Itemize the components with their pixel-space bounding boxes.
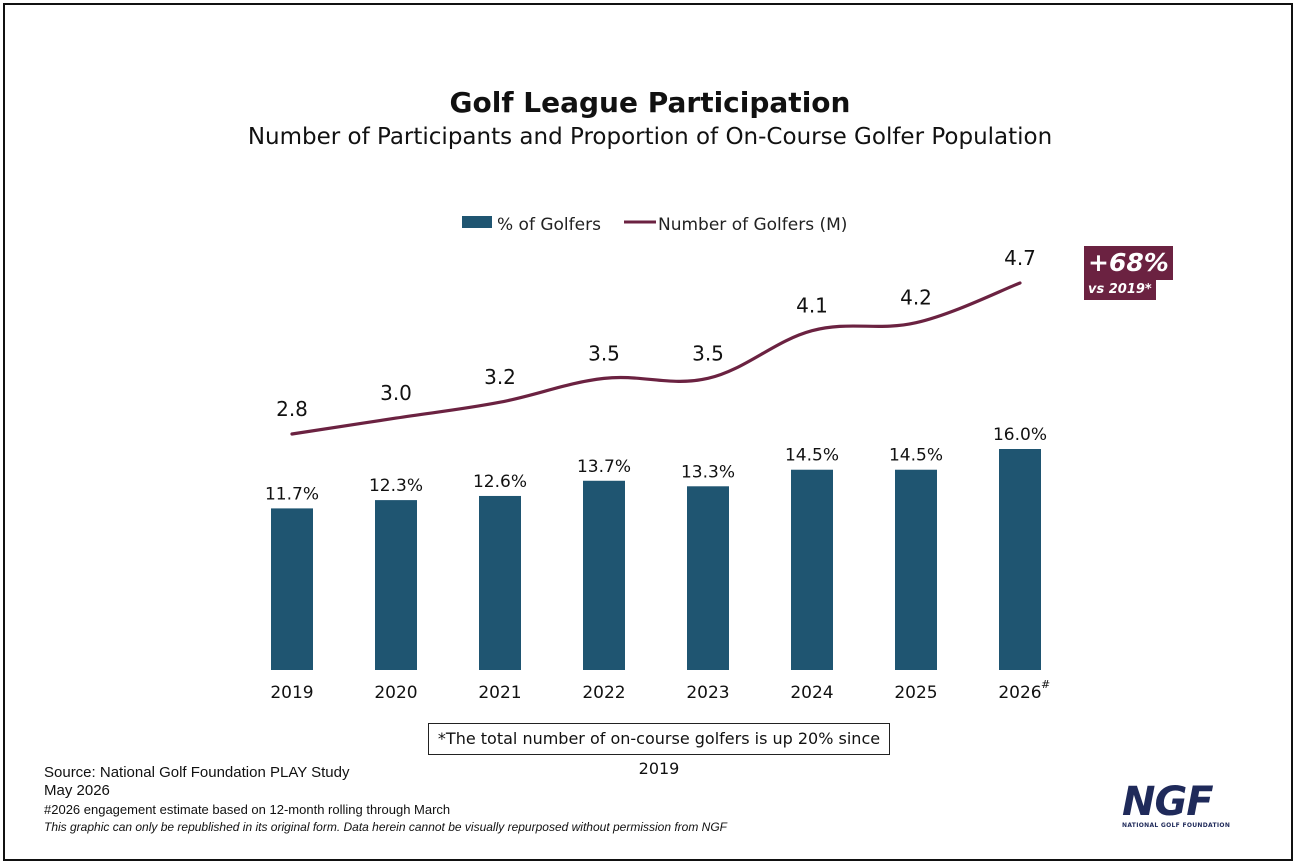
bar-label-2025: 14.5%	[889, 446, 943, 466]
bar-2023	[687, 486, 729, 670]
bar-2020	[375, 500, 417, 670]
line-label-2023: 3.5	[692, 341, 724, 365]
bar-label-2019: 11.7%	[265, 484, 319, 504]
x-tick-2025: 2025	[894, 683, 937, 703]
line-labels: 2.8 3.0 3.2 3.5 3.5 4.1 4.2 4.7	[276, 246, 1036, 421]
logo-wordmark: NGF	[1122, 779, 1214, 825]
line-label-2020: 3.0	[380, 381, 412, 405]
x-tick-footnote-marker: #	[1041, 678, 1050, 691]
chart-subtitle: Number of Participants and Proportion of…	[247, 124, 1053, 150]
source-footnote: #2026 engagement estimate based on 12-mo…	[44, 802, 451, 817]
x-tick-2022: 2022	[582, 683, 625, 703]
line-series	[290, 281, 1022, 436]
callout-percent: +68%	[1084, 246, 1173, 280]
bar-labels: 11.7% 12.3% 12.6% 13.7% 13.3% 14.5% 14.5% 16.0%	[265, 425, 1047, 504]
source-date: May 2026	[44, 782, 110, 799]
line-label-2025: 4.2	[900, 286, 932, 310]
x-tick-2021: 2021	[478, 683, 521, 703]
line-label-2024: 4.1	[796, 294, 828, 318]
x-axis-ticks: 2019 2020 2021 2022 2023 2024 2025 2026 #	[270, 678, 1050, 703]
growth-callout: +68% vs 2019*	[1084, 246, 1173, 300]
bar-2025	[895, 469, 937, 670]
source-line: Source: National Golf Foundation PLAY St…	[44, 764, 350, 781]
chart-title: Golf League Participation	[449, 86, 851, 119]
footnote-box: *The total number of on-course golfers i…	[428, 723, 890, 778]
line-label-2026: 4.7	[1004, 246, 1036, 270]
ngf-logo: NGF NATIONAL GOLF FOUNDATION	[1122, 779, 1231, 832]
source-disclaimer: This graphic can only be republished in …	[44, 820, 727, 834]
bar-label-2021: 12.6%	[473, 472, 527, 492]
x-tick-2019: 2019	[270, 683, 313, 703]
bar-2022	[583, 480, 625, 670]
legend-swatch-bar	[462, 216, 492, 228]
line-label-2022: 3.5	[588, 341, 620, 365]
legend-label-bar: % of Golfers	[497, 215, 601, 235]
logo-subtitle: NATIONAL GOLF FOUNDATION	[1122, 822, 1231, 829]
line-label-2021: 3.2	[484, 365, 516, 389]
bar-label-2022: 13.7%	[577, 457, 631, 477]
x-tick-2023: 2023	[686, 683, 729, 703]
legend-label-line: Number of Golfers (M)	[658, 215, 847, 235]
bar-label-2024: 14.5%	[785, 446, 839, 466]
bar-2021	[479, 495, 521, 670]
chart-frame	[3, 3, 1293, 861]
x-tick-2020: 2020	[374, 683, 417, 703]
bar-series	[271, 449, 1041, 670]
bar-label-2023: 13.3%	[681, 462, 735, 482]
bar-2024	[791, 469, 833, 670]
line-label-2019: 2.8	[276, 397, 308, 421]
callout-caption: vs 2019*	[1084, 280, 1156, 300]
bar-label-2026: 16.0%	[993, 425, 1047, 445]
bar-label-2020: 12.3%	[369, 476, 423, 496]
legend: % of Golfers Number of Golfers (M)	[462, 215, 847, 235]
x-tick-2026: 2026	[998, 683, 1041, 703]
bar-2019	[271, 508, 313, 670]
x-tick-2024: 2024	[790, 683, 833, 703]
bar-2026	[999, 449, 1041, 670]
